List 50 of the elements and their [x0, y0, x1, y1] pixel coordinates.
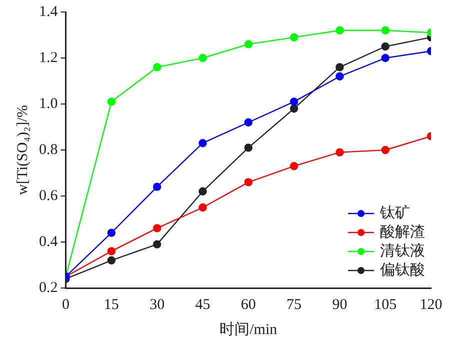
x-tick-label: 105	[374, 296, 397, 313]
legend-label: 清钛液	[380, 242, 425, 260]
y-tick-label: 0.4	[39, 234, 58, 250]
point	[107, 98, 116, 106]
y-axis-title: w[Ti(SO₄)₂]/%	[14, 105, 31, 195]
point	[290, 98, 298, 106]
point	[336, 72, 344, 80]
x-tick-label: 0	[62, 296, 70, 313]
point	[336, 63, 344, 72]
x-tick-label: 30	[150, 296, 165, 313]
point	[336, 26, 344, 34]
point	[152, 224, 162, 232]
point	[381, 42, 390, 51]
point	[381, 54, 390, 62]
point	[152, 63, 162, 72]
x-tick-label: 15	[104, 296, 119, 313]
point	[244, 144, 252, 152]
point	[244, 40, 252, 48]
x-tick-label: 60	[240, 296, 256, 313]
point	[290, 104, 298, 113]
point	[198, 187, 207, 196]
y-tick-label: 0.8	[39, 142, 58, 158]
point	[381, 26, 390, 34]
point	[107, 228, 116, 237]
y-tick-label: 1.4	[39, 4, 58, 20]
point	[107, 256, 116, 264]
point	[198, 203, 207, 212]
x-tick-label: 75	[286, 296, 302, 313]
x-tick-label: 90	[332, 296, 348, 313]
y-tick-label: 1.2	[39, 50, 58, 66]
point	[198, 139, 207, 148]
point	[290, 162, 298, 170]
y-tick-label: 0.2	[39, 280, 58, 296]
legend-label: 酸解渣	[380, 223, 425, 240]
y-tick-label: 1.0	[39, 96, 58, 112]
x-tick-label: 120	[420, 296, 442, 313]
x-tick-label: 45	[195, 296, 210, 313]
legend-label: 钛矿	[379, 204, 410, 222]
point	[152, 240, 162, 248]
point	[152, 182, 162, 191]
y-tick-label: 0.6	[39, 188, 58, 204]
point	[290, 33, 298, 42]
point	[198, 54, 207, 62]
point	[336, 148, 344, 156]
point	[244, 178, 252, 186]
point	[244, 118, 252, 126]
legend-label: 偏钛酸	[380, 261, 425, 278]
point	[381, 146, 390, 154]
x-axis-title: 时间/min	[220, 320, 278, 338]
point	[107, 247, 116, 256]
